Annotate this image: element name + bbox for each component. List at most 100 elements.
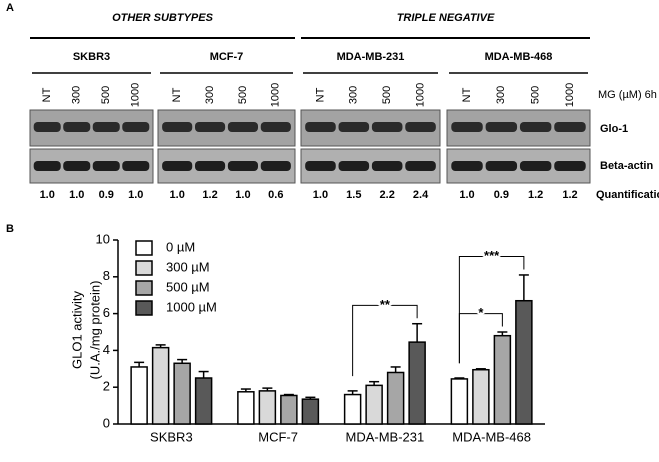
significance-label: **	[380, 297, 391, 312]
band	[33, 161, 61, 171]
band	[338, 122, 370, 132]
lane-label: 500	[100, 86, 112, 104]
band	[371, 161, 403, 171]
quantification-value: 1.0	[170, 189, 185, 201]
band	[162, 122, 193, 132]
bar	[173, 362, 191, 425]
band	[260, 161, 291, 171]
x-tick-label: MCF-7	[258, 429, 298, 444]
band	[305, 122, 336, 132]
quantification-value: 1.2	[528, 189, 543, 201]
band	[519, 122, 552, 132]
significance-label: *	[478, 305, 484, 320]
lane-label: 1000	[414, 83, 426, 107]
bar	[365, 384, 383, 425]
band	[554, 122, 586, 132]
quantification-value: 0.9	[99, 189, 114, 201]
y-tick-label: 6	[103, 305, 110, 320]
band	[227, 122, 259, 132]
band	[405, 122, 436, 132]
band	[485, 122, 518, 132]
quantification-value: 1.0	[40, 189, 55, 201]
bar	[194, 377, 213, 425]
y-tick-label: 0	[103, 415, 110, 430]
band	[451, 122, 483, 132]
x-tick-label: MDA-MB-231	[346, 429, 425, 444]
quantification-value: 1.2	[202, 189, 217, 201]
legend-swatch	[135, 300, 153, 316]
legend-label: 300 µM	[166, 259, 210, 274]
legend-swatch	[135, 240, 153, 256]
band	[122, 122, 150, 132]
quantification-value: 1.0	[459, 189, 474, 201]
y-tick-label: 8	[103, 268, 110, 283]
legend-label: 1000 µM	[166, 299, 217, 314]
band	[554, 161, 586, 171]
band	[305, 161, 336, 171]
panel-label: A	[6, 2, 14, 14]
lane-label: 1000	[130, 83, 142, 107]
quantification-value: 0.6	[268, 189, 283, 201]
significance-bracket	[458, 256, 525, 364]
band	[63, 161, 91, 171]
bar	[408, 341, 426, 425]
lane-label: NT	[41, 87, 53, 102]
band	[92, 122, 120, 132]
legend-swatch	[135, 260, 153, 276]
band	[122, 161, 150, 171]
band	[227, 161, 259, 171]
quantification-value: 1.2	[562, 189, 577, 201]
bar	[472, 368, 490, 425]
band	[63, 122, 91, 132]
legend-label: 500 µM	[166, 279, 210, 294]
band	[371, 122, 403, 132]
lane-label: 500	[530, 86, 542, 104]
bar	[237, 391, 255, 425]
quantification-value: 1.0	[128, 189, 143, 201]
bar	[130, 366, 148, 425]
band	[405, 161, 436, 171]
bar	[280, 394, 298, 425]
quantification-value: 1.0	[235, 189, 250, 201]
group-header: OTHER SUBTYPES	[112, 12, 214, 24]
lane-label: 500	[237, 86, 249, 104]
group-header: TRIPLE NEGATIVE	[397, 12, 495, 24]
bar	[343, 393, 362, 425]
significance-bracket	[458, 313, 503, 364]
bar	[301, 398, 320, 425]
lane-label: 300	[348, 86, 360, 104]
band	[92, 161, 120, 171]
bar	[493, 334, 512, 425]
x-tick-label: SKBR3	[150, 429, 193, 444]
row-label: Beta-actin	[600, 160, 653, 172]
significance-label: ***	[484, 248, 500, 263]
cell-line-label: MDA-MB-231	[337, 51, 405, 63]
row-label: Glo-1	[600, 123, 628, 135]
panel-label: B	[6, 223, 14, 235]
band	[33, 122, 61, 132]
band	[162, 161, 193, 171]
lane-label: NT	[461, 87, 473, 102]
legend-swatch	[135, 280, 153, 296]
quantification-value: 2.2	[380, 189, 395, 201]
quantification-value: 1.0	[69, 189, 84, 201]
band	[485, 161, 518, 171]
quantification-label: Quantification	[596, 189, 659, 201]
quantification-value: 1.0	[313, 189, 328, 201]
cell-line-label: MDA-MB-468	[485, 51, 553, 63]
legend-label: 0 µM	[166, 239, 195, 254]
lane-label: 500	[381, 86, 393, 104]
y-tick-label: 4	[103, 342, 110, 357]
bar	[386, 371, 405, 425]
lane-label: NT	[171, 87, 183, 102]
lane-label: NT	[314, 87, 326, 102]
x-tick-label: MDA-MB-468	[452, 429, 531, 444]
lane-label: 1000	[270, 83, 282, 107]
band	[260, 122, 291, 132]
y-tick-label: 2	[103, 379, 110, 394]
treatment-label: MG (µM) 6h	[598, 89, 657, 101]
significance-bracket	[352, 304, 418, 377]
y-axis-label: GLO1 activity	[69, 290, 84, 369]
band	[451, 161, 483, 171]
